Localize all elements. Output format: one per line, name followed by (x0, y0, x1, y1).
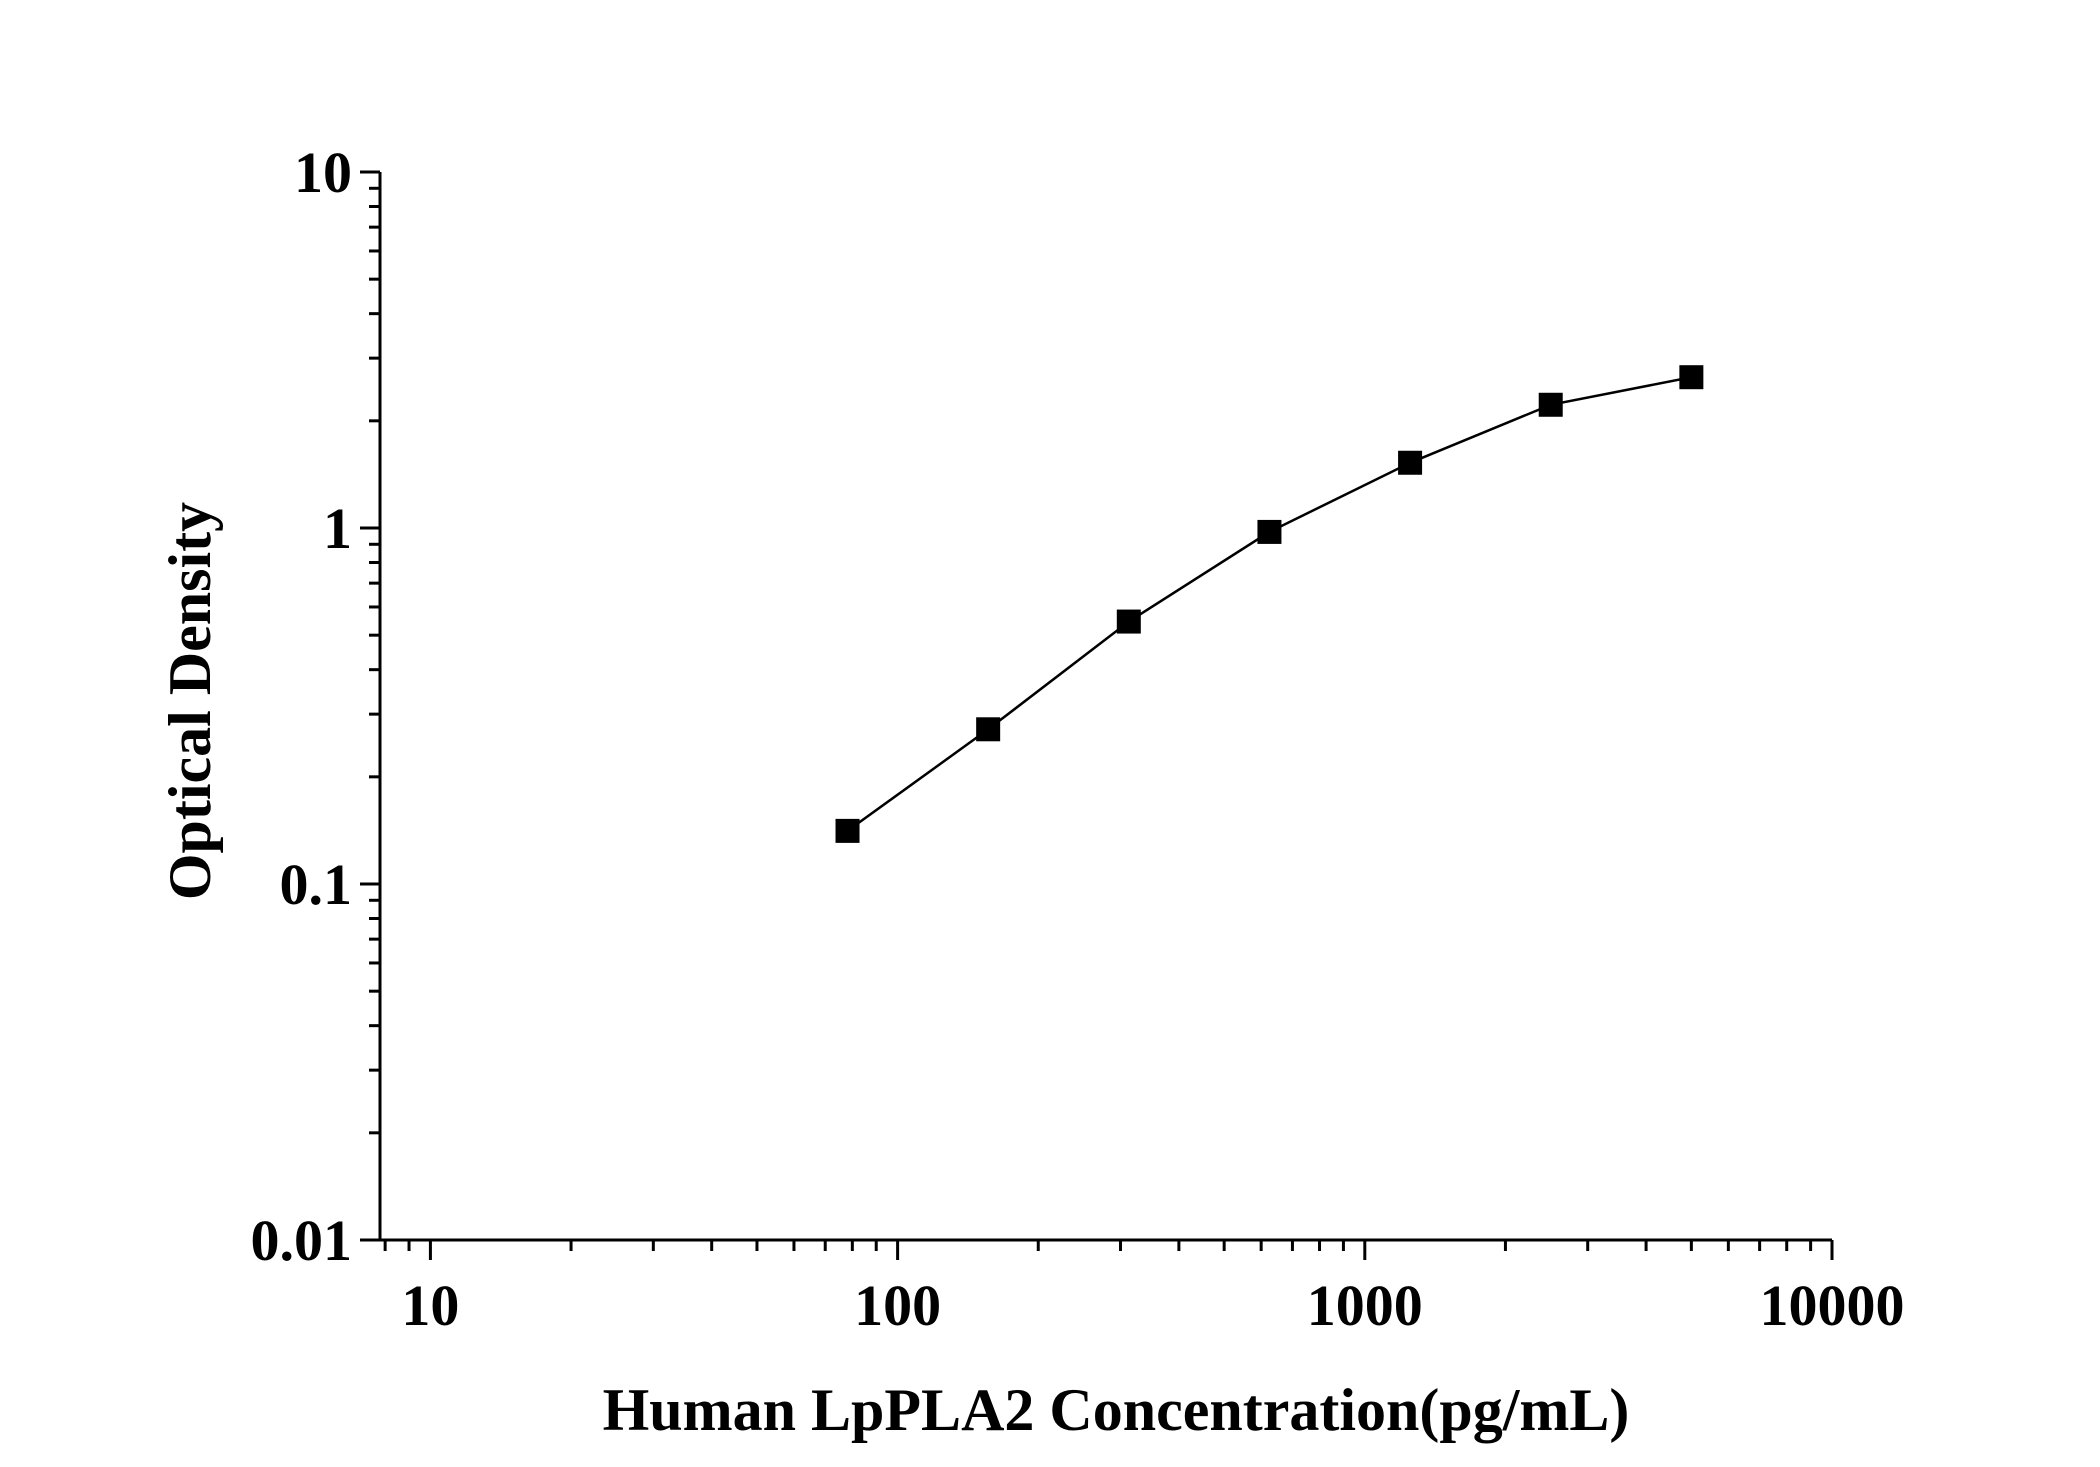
x-axis-title: Human LpPLA2 Concentration(pg/mL) (603, 1377, 1630, 1443)
series-line (846, 375, 1692, 832)
data-point-marker (1116, 609, 1141, 634)
y-axis-title: Optical Density (157, 502, 223, 900)
y-tick-label: 1 (323, 496, 352, 561)
data-point-marker (1398, 450, 1423, 475)
y-tick-label: 0.1 (280, 852, 353, 917)
series (835, 365, 1704, 843)
data-point-marker (1538, 392, 1563, 417)
x-tick-label: 10000 (1760, 1273, 1905, 1338)
y-tick-label: 0.01 (251, 1208, 353, 1273)
data-point-marker (1679, 365, 1704, 390)
x-tick-label: 1000 (1307, 1273, 1423, 1338)
x-tick-label: 100 (854, 1273, 941, 1338)
y-tick-label: 10 (294, 140, 352, 205)
data-point-marker (835, 818, 860, 843)
data-point-marker (976, 717, 1001, 742)
axes (378, 172, 1832, 1242)
data-point-marker (1257, 519, 1282, 544)
ticks (360, 170, 1834, 1260)
x-tick-label: 10 (401, 1273, 459, 1338)
tick-labels: 10 100 1000 10000 0.01 0.1 1 10 (251, 140, 1905, 1338)
